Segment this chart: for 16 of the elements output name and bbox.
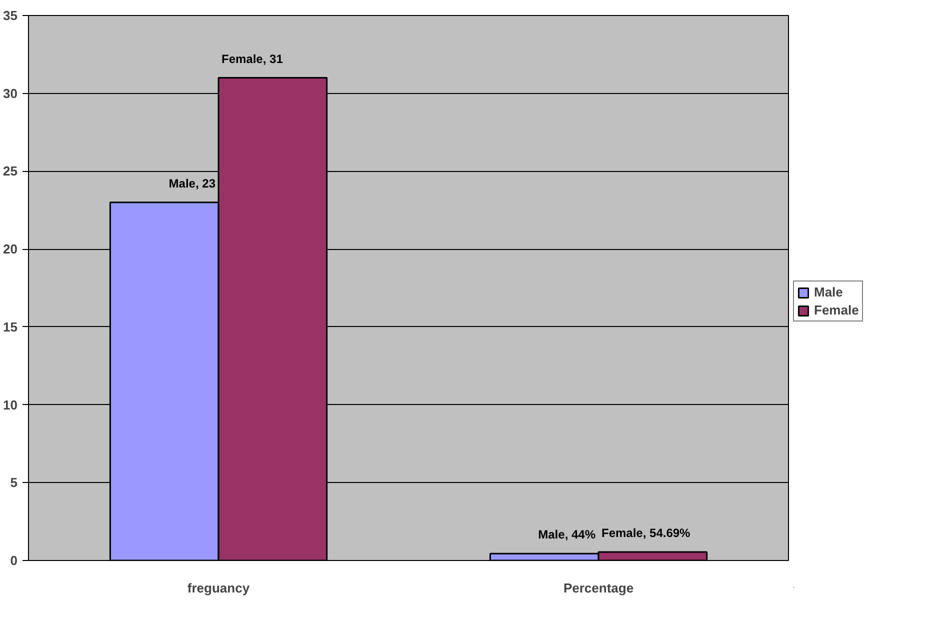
legend-label: Male xyxy=(814,284,843,300)
data-label: Female, 54.69% xyxy=(602,526,691,540)
data-label: Female, 31 xyxy=(222,52,284,66)
y-tick-label: 35 xyxy=(3,8,18,23)
y-tick-label: 25 xyxy=(3,164,18,179)
y-tick-label: 0 xyxy=(10,553,18,568)
y-tick-label: 15 xyxy=(3,319,18,334)
data-label: Male, 23 xyxy=(168,176,216,190)
data-label: Male, 44% xyxy=(538,528,596,542)
y-tick-label: 20 xyxy=(3,242,18,257)
y-tick-label: 5 xyxy=(10,475,18,490)
legend-label: Female xyxy=(814,302,859,318)
x-tick-label: freguancy xyxy=(187,580,250,596)
y-tick-label: 10 xyxy=(3,397,18,412)
y-tick-label: 30 xyxy=(3,86,18,101)
x-tick-label: Percentage xyxy=(563,580,634,596)
